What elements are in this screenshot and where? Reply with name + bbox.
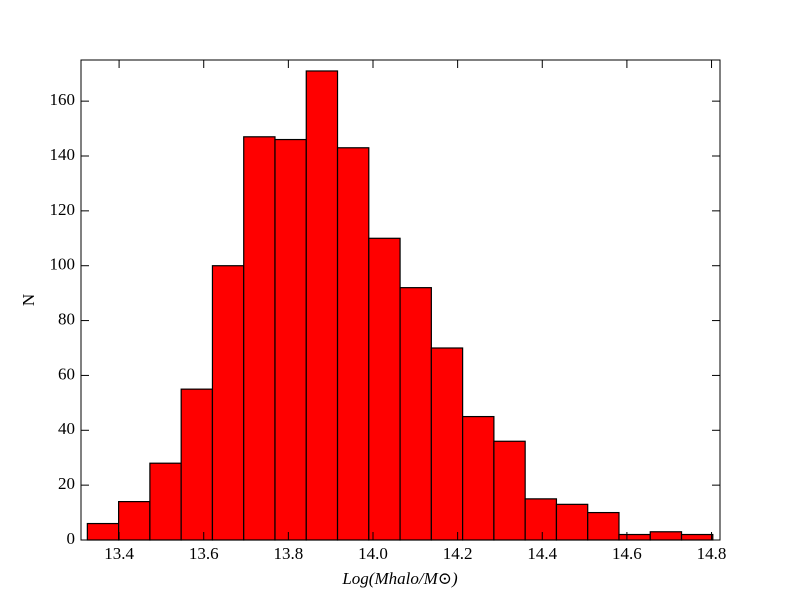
bar <box>336 147 370 541</box>
bar <box>243 136 276 541</box>
bar <box>274 138 307 541</box>
bar <box>211 265 245 541</box>
x-axis-label: Log(Mhalo/M⊙) <box>341 569 458 588</box>
y-tick-label: 40 <box>58 419 75 438</box>
x-tick-label: 14.4 <box>527 544 557 563</box>
bar <box>86 522 120 541</box>
y-tick-label: 0 <box>67 529 76 548</box>
bar <box>680 533 714 541</box>
y-tick-label: 140 <box>50 145 76 164</box>
bar <box>368 237 401 541</box>
bar <box>149 462 182 541</box>
plot-frame <box>80 59 721 541</box>
bar <box>430 347 464 541</box>
y-tick-label: 160 <box>50 90 76 109</box>
x-tick-label: 14.6 <box>612 544 642 563</box>
y-tick-label: 120 <box>50 200 76 219</box>
bar <box>618 533 651 541</box>
y-tick-label: 60 <box>58 364 75 383</box>
bar <box>524 498 558 541</box>
bar <box>305 70 339 541</box>
x-tick-label: 13.4 <box>104 544 134 563</box>
bar <box>555 503 589 541</box>
y-axis-label: N <box>19 294 38 306</box>
bar <box>587 511 620 541</box>
bar <box>180 388 214 541</box>
x-tick-label: 14.2 <box>443 544 473 563</box>
x-tick-label: 14.8 <box>697 544 727 563</box>
bar <box>118 501 151 541</box>
y-tick-label: 20 <box>58 474 75 493</box>
x-tick-label: 14.0 <box>358 544 388 563</box>
bar <box>493 440 526 541</box>
bar <box>462 415 495 541</box>
x-tick-label: 13.6 <box>189 544 219 563</box>
y-tick-label: 100 <box>50 255 76 274</box>
x-tick-label: 13.8 <box>273 544 303 563</box>
bar <box>649 531 683 541</box>
y-tick-label: 80 <box>58 309 75 328</box>
bar <box>399 287 432 541</box>
